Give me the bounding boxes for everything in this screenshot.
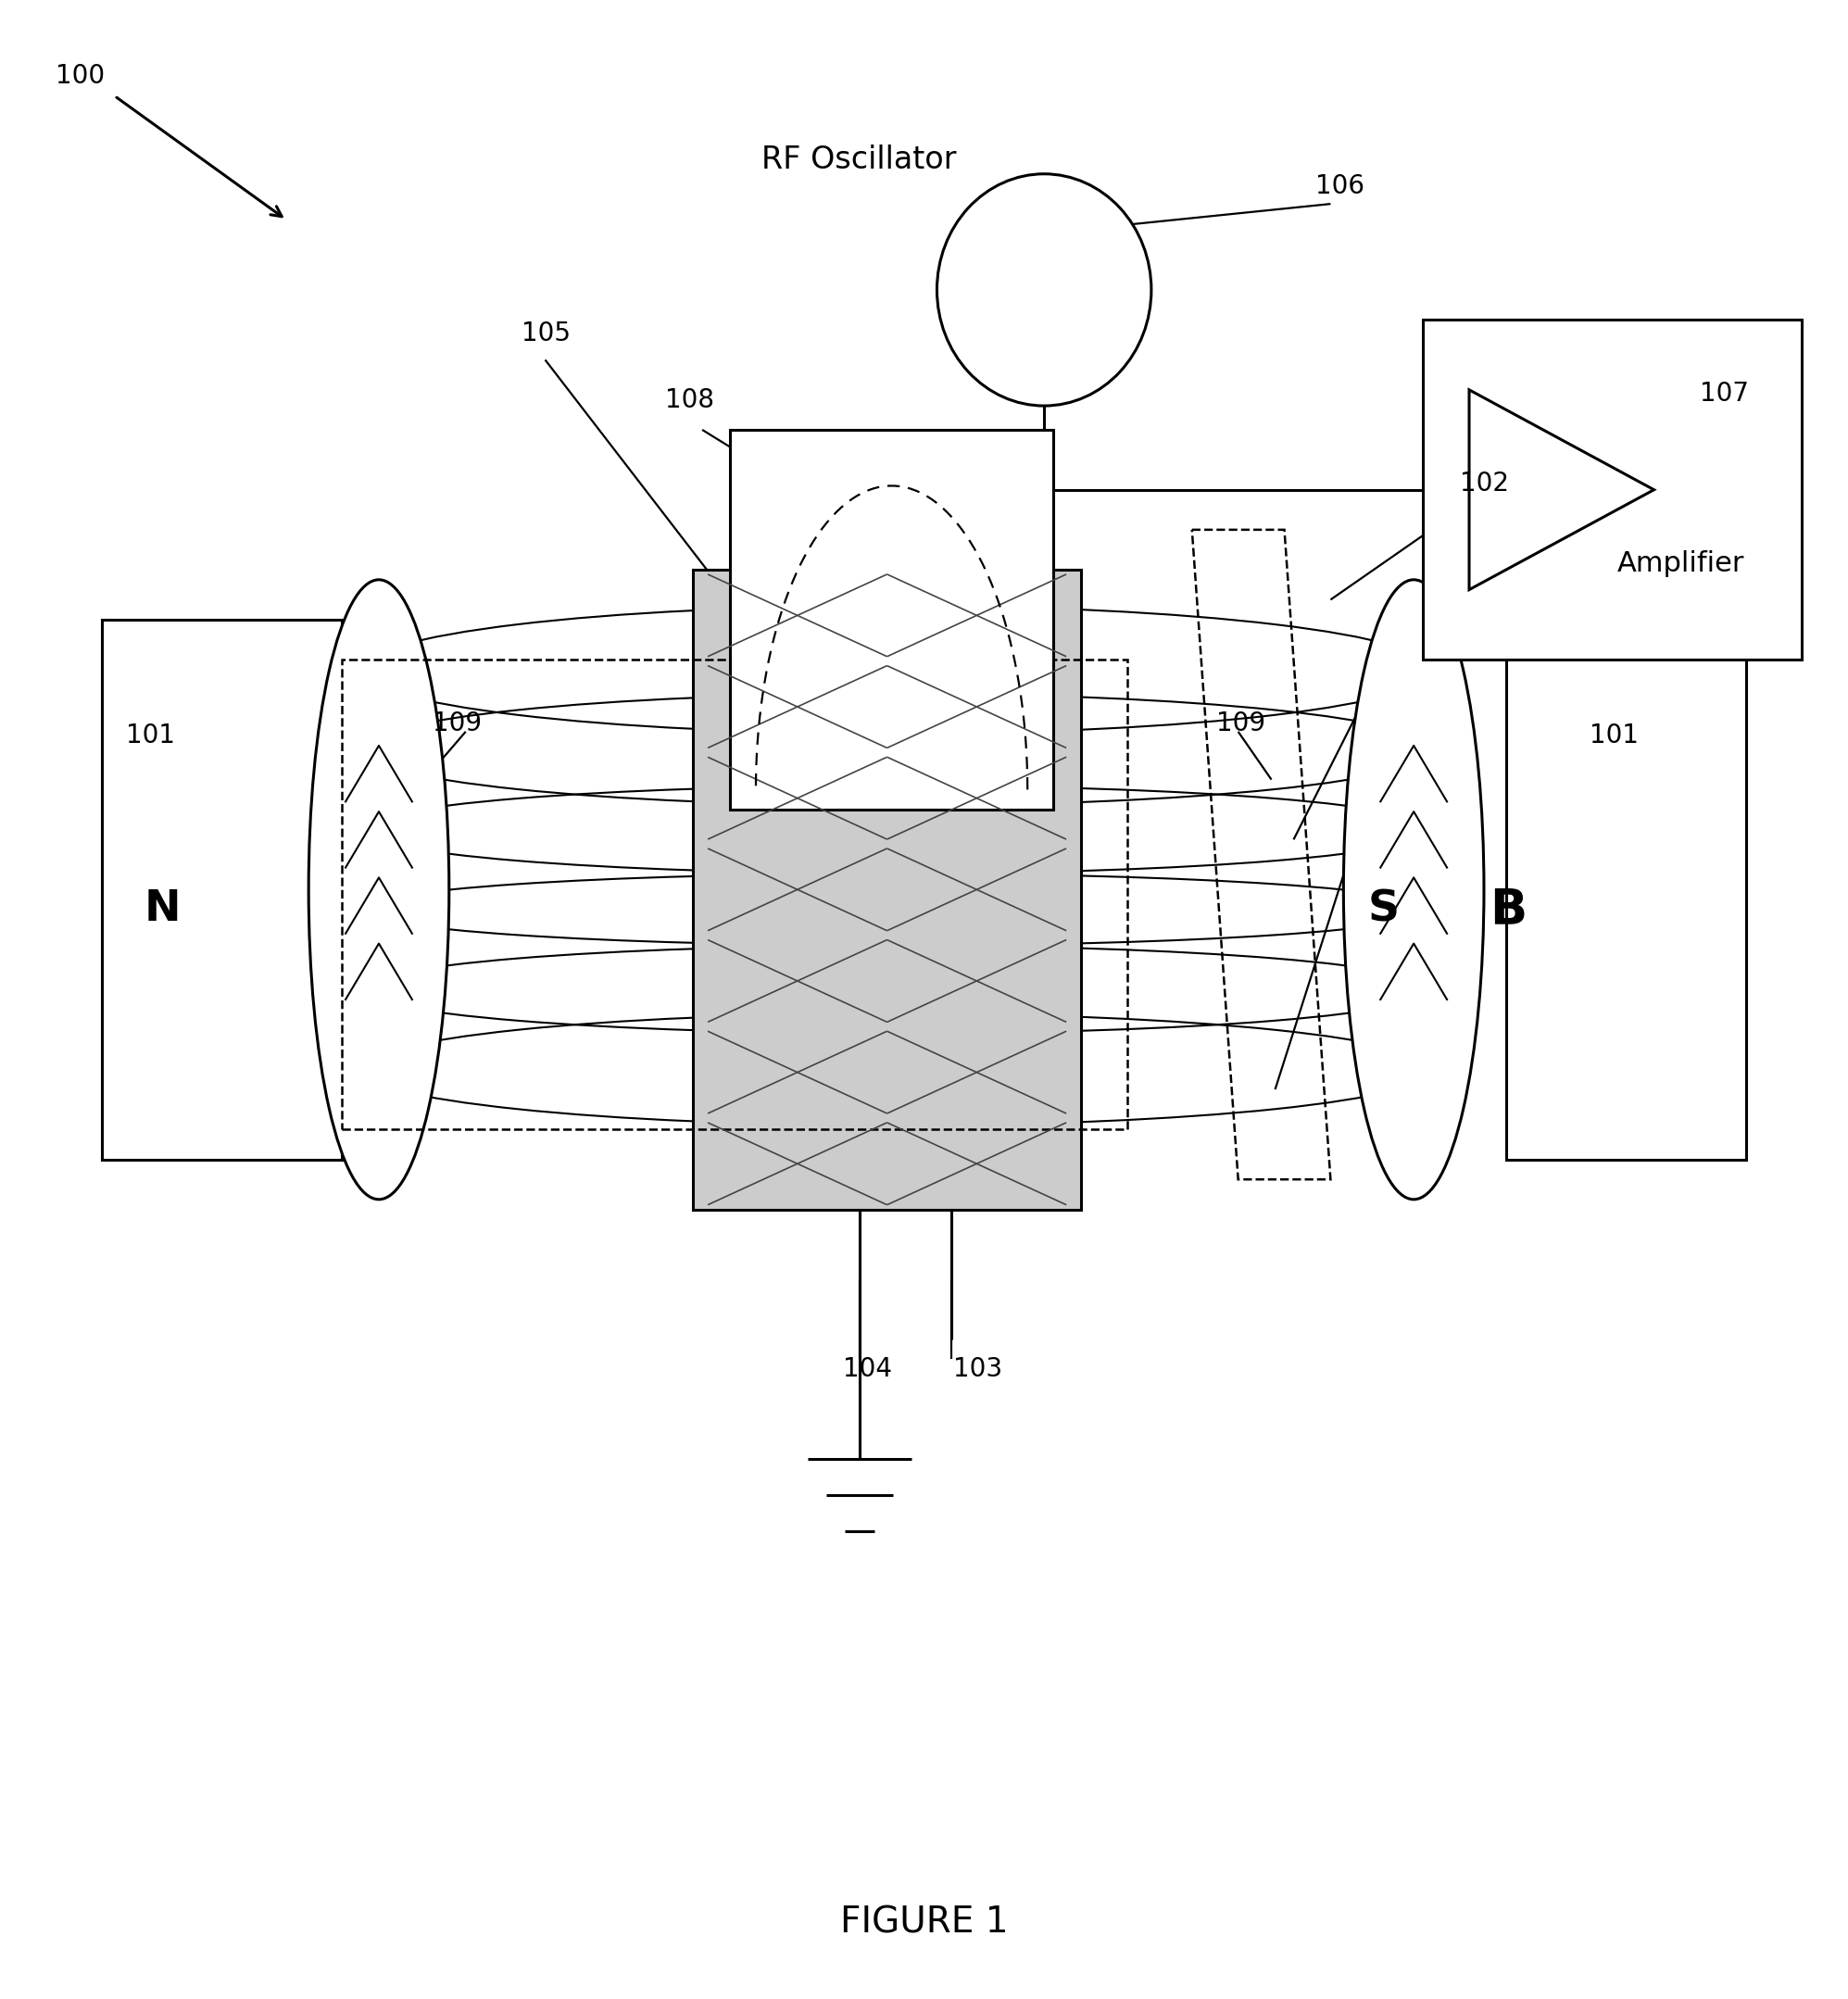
Text: 108: 108 — [665, 388, 715, 412]
Bar — [342, 660, 1127, 1129]
Text: 101: 101 — [126, 724, 176, 748]
Text: 105: 105 — [521, 322, 571, 346]
Text: 109: 109 — [432, 712, 482, 736]
Bar — [693, 570, 1081, 1209]
Text: B: B — [1489, 886, 1526, 934]
Text: Amplifier: Amplifier — [1617, 550, 1745, 578]
Ellipse shape — [937, 174, 1151, 406]
Bar — [1423, 320, 1802, 660]
Text: 100: 100 — [55, 64, 105, 88]
Text: 106: 106 — [1316, 174, 1366, 198]
Bar — [1506, 620, 1746, 1159]
Text: N: N — [144, 890, 181, 930]
Text: RF Oscillator: RF Oscillator — [761, 144, 957, 176]
Text: 104: 104 — [843, 1357, 893, 1381]
Ellipse shape — [1343, 580, 1484, 1199]
Bar — [102, 620, 342, 1159]
Text: 109: 109 — [1216, 712, 1266, 736]
Text: 101: 101 — [1589, 724, 1639, 748]
Bar — [730, 430, 1053, 810]
Polygon shape — [1469, 390, 1654, 590]
Text: FIGURE 1: FIGURE 1 — [839, 1905, 1009, 1941]
Ellipse shape — [309, 580, 449, 1199]
Text: 107: 107 — [1700, 382, 1750, 406]
Text: 102: 102 — [1460, 472, 1510, 496]
Text: S: S — [1368, 890, 1399, 930]
Text: 103: 103 — [954, 1357, 1003, 1381]
